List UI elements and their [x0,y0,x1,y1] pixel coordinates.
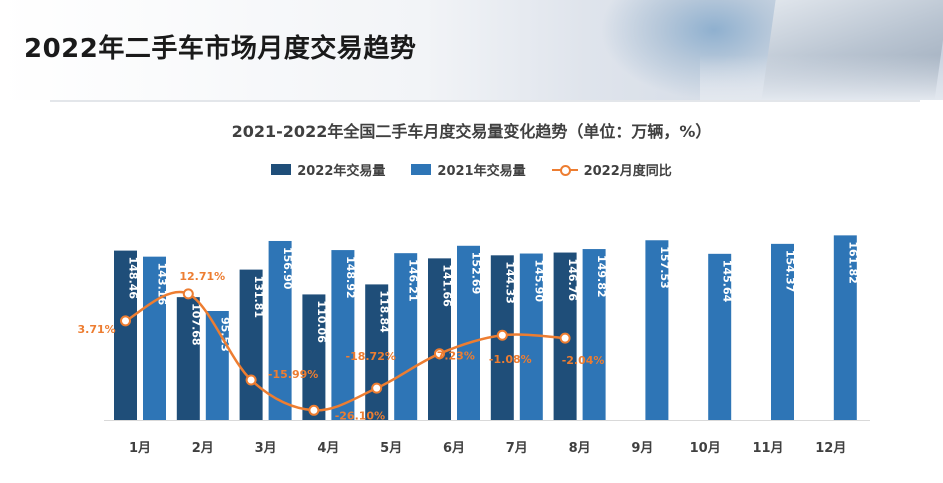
bar-2021-10 [708,253,732,420]
data-label-2021-9: 157.53 [658,246,671,288]
x-tick-label-8: 8月 [569,441,591,456]
legend-swatch-2022 [271,164,292,175]
data-label-2022-1: 148.46 [127,257,140,300]
yoy-point-2 [182,288,194,300]
chart-title: 2021-2022年全国二手车月度交易量变化趋势（单位：万辆，%） [231,122,712,141]
bar-2022-2 [176,297,200,420]
legend-label-yoy: 2022月度同比 [583,164,672,179]
data-label-2021-11: 154.37 [784,250,797,292]
legend-label-2022: 2022年交易量 [297,164,386,179]
data-label-2022-6: 141.66 [441,264,454,307]
data-label-2022-7: 144.33 [503,261,516,303]
yoy-point-5 [371,382,383,394]
x-tick-label-6: 6月 [443,441,465,456]
chart-legend: 2022年交易量 2021年交易量 2022月度同比 [0,160,943,179]
bar-2021-8 [582,249,606,420]
data-label-2022-8: 146.76 [566,259,579,302]
page-title: 2022年二手车市场月度交易趋势 [24,34,417,64]
bar-2021-11 [771,243,794,420]
data-label-2022-3: 131.81 [252,276,265,318]
x-tick-label-5: 5月 [380,441,402,456]
data-label-2021-3: 156.90 [281,247,294,290]
yoy-point-1 [120,315,131,327]
yoy-label-1: 3.71% [78,323,116,336]
data-label-2021-8: 149.82 [595,255,608,297]
yoy-point-4 [308,404,320,416]
data-label-2021-5: 146.21 [407,259,420,301]
yoy-label-5: -18.72% [346,350,396,363]
yoy-series-line [124,290,566,412]
legend-line-key [551,164,578,176]
banner-decoration [700,55,943,100]
data-label-2021-10: 145.64 [721,260,734,303]
yoy-point-3 [245,374,257,386]
bar-2021-6 [457,245,480,420]
legend-item-2022: 2022年交易量 [271,160,385,179]
yoy-point-6 [434,348,445,360]
header-divider [50,100,920,102]
x-tick-label-4: 4月 [317,441,339,456]
x-tick-label-10: 10月 [690,441,721,456]
legend-item-yoy: 2022月度同比 [551,160,672,179]
x-tick-label-1: 1月 [129,441,151,456]
x-tick-label-2: 2月 [192,441,214,456]
data-label-2022-2: 107.68 [189,303,202,345]
data-label-2022-5: 118.84 [378,290,391,333]
bar-2021-7 [519,253,543,420]
bar-2022-3 [239,269,263,420]
yoy-label-4: -26.10% [335,409,385,422]
x-tick-label-3: 3月 [255,441,277,456]
data-label-2021-4: 148.92 [344,256,357,298]
yoy-label-2: 12.71% [179,270,225,283]
x-tick-label-7: 7月 [506,441,528,456]
header-banner: 2022年二手车市场月度交易趋势 [0,0,943,100]
yoy-label-7: -1.08% [489,353,532,366]
legend-label-2021: 2021年交易量 [437,164,526,179]
bar-2021-3 [268,240,292,420]
bar-2021-5 [394,253,418,420]
legend-item-2021: 2021年交易量 [411,160,526,179]
legend-swatch-2021 [411,164,432,175]
x-tick-label-11: 11月 [752,441,783,456]
yoy-label-3: -15.99% [268,368,318,381]
bar-2022-6 [428,258,451,420]
data-label-2021-12: 161.82 [846,241,859,283]
data-label-2021-2: 95.53 [218,317,231,352]
yoy-point-8 [559,332,571,344]
bar-2021-12 [833,235,857,420]
yoy-point-7 [496,329,508,341]
data-label-2021-7: 145.90 [532,260,545,303]
yoy-label-6: -7.23% [432,350,475,363]
bar-2022-4 [302,294,326,420]
x-tick-label-9: 9月 [631,441,653,456]
yoy-label-8: -2.04% [562,354,605,367]
x-tick-label-12: 12月 [815,441,846,456]
bar-2021-4 [331,250,355,420]
bar-2022-1 [114,250,137,420]
data-label-2021-6: 152.69 [470,252,483,294]
data-label-2022-4: 110.06 [315,300,328,343]
bar-2021-9 [645,240,669,420]
